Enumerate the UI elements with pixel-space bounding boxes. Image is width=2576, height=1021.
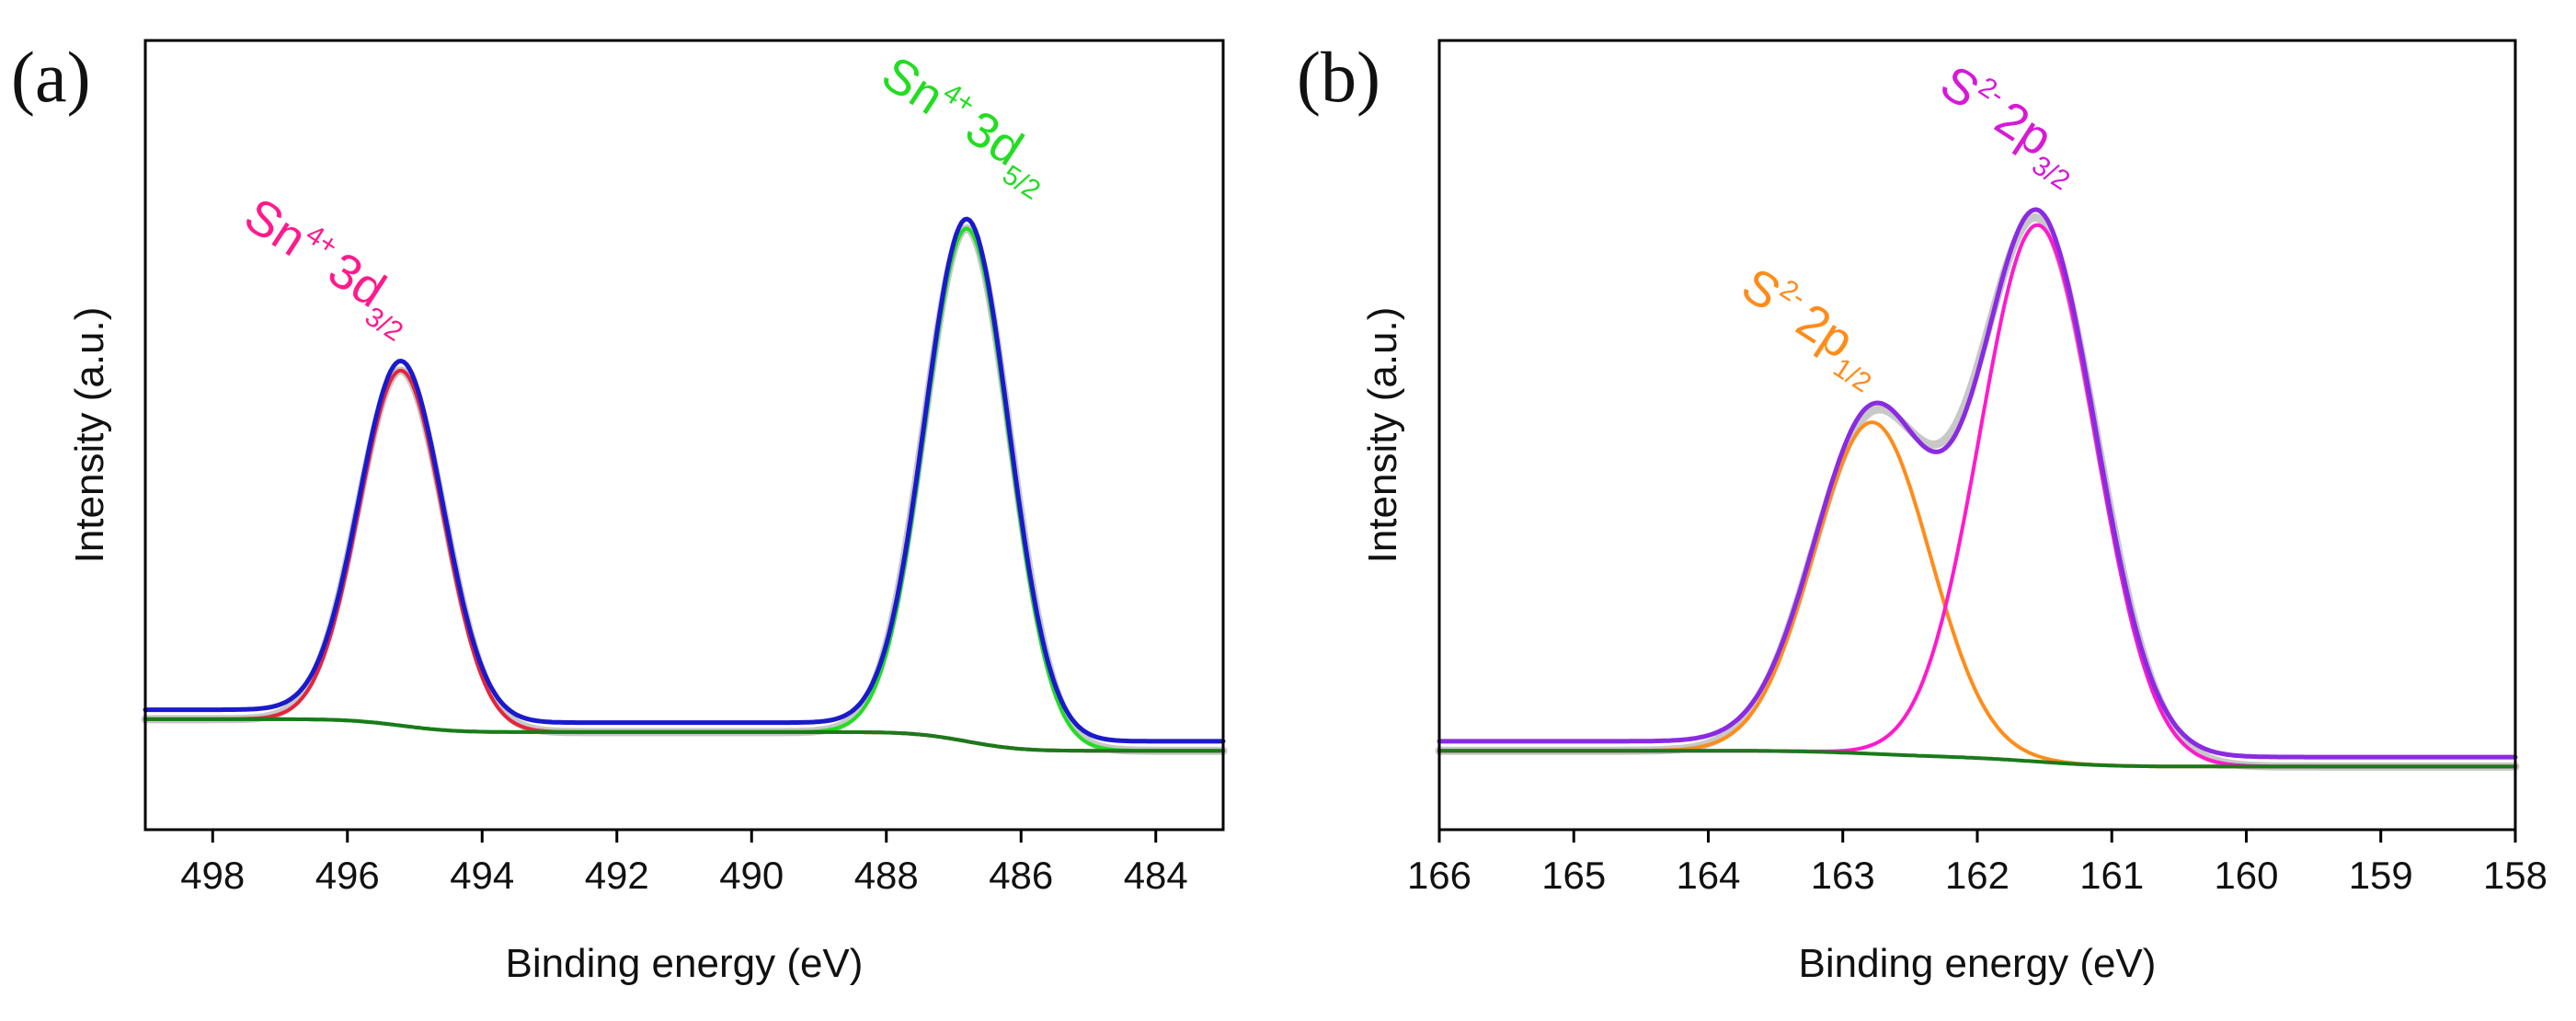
panel-b-peak-1-label: S2- 2p1/2 xyxy=(1726,256,1896,398)
panel-a-peak-1-label: Sn4+ 3d3/2 xyxy=(229,186,428,348)
panel-a-y-axis-title: Intensity (a.u.) xyxy=(67,307,112,564)
panel-b-peak-1-fit-line xyxy=(1437,420,2517,769)
panel-b-x-tick-label: 166 xyxy=(1407,854,1471,897)
panel-b-background-line xyxy=(1437,749,2517,769)
panel-a-x-tick-label: 484 xyxy=(1124,854,1188,897)
panel-a-x-tick-label: 490 xyxy=(719,854,784,897)
panel-a-x-tick-label: 496 xyxy=(315,854,380,897)
panel-b-axes-frame xyxy=(1437,39,2517,832)
panel-b-x-tick-label: 159 xyxy=(2349,854,2413,897)
panel-b-x-axis-title: Binding energy (eV) xyxy=(1799,941,2157,986)
panel-a-x-axis-title: Binding energy (eV) xyxy=(506,941,864,986)
panel-b-x-tick-label: 160 xyxy=(2214,854,2278,897)
panel-b-y-axis-title: Intensity (a.u.) xyxy=(1360,307,1405,564)
panel-b-x-tick-label: 162 xyxy=(1945,854,2009,897)
panel-a: (a) 498 496 494 492 490 488 486 484 Binding ene… xyxy=(11,37,1228,986)
panel-b-plot xyxy=(1435,207,2520,771)
panel-a-x-ticks: 498 496 494 492 490 488 486 484 xyxy=(180,830,1188,897)
panel-b-raw-data-line xyxy=(1435,213,2520,771)
panel-a-envelope-line xyxy=(143,216,1226,744)
panel-b-x-tick-label: 163 xyxy=(1811,854,1875,897)
panel-b-peak-2-fit-line xyxy=(1437,223,2517,769)
panel-b-x-tick-label: 161 xyxy=(2079,854,2144,897)
panel-a-x-tick-label: 488 xyxy=(854,854,919,897)
panel-b-x-tick-label: 158 xyxy=(2483,854,2547,897)
panel-b-x-tick-label: 164 xyxy=(1676,854,1740,897)
panel-a-peak-2-fit-line xyxy=(143,226,1225,753)
panel-a-x-tick-label: 498 xyxy=(180,854,245,897)
panel-b-envelope-line xyxy=(1437,207,2518,760)
panel-a-label: (a) xyxy=(11,37,91,117)
panel-a-background-line xyxy=(143,717,1225,753)
panel-a-x-tick-label: 494 xyxy=(450,854,514,897)
panel-b-peak-2-label: S2- 2p3/2 xyxy=(1925,53,2095,196)
panel-a-x-tick-label: 486 xyxy=(989,854,1053,897)
panel-b: (b) 166 165 164 163 162 161 160 159 158 Binding … xyxy=(1297,37,2547,986)
panel-b-label: (b) xyxy=(1297,37,1380,117)
panel-b-x-ticks: 166 165 164 163 162 161 160 159 158 xyxy=(1407,830,2547,897)
panel-a-x-tick-label: 492 xyxy=(585,854,649,897)
panel-b-x-tick-label: 165 xyxy=(1541,854,1606,897)
panel-a-raw-data-line xyxy=(141,224,1228,755)
panel-a-plot xyxy=(141,216,1228,755)
panel-a-peak-2-label: Sn4+ 3d5/2 xyxy=(866,44,1065,206)
panel-a-axes-frame xyxy=(143,39,1225,832)
